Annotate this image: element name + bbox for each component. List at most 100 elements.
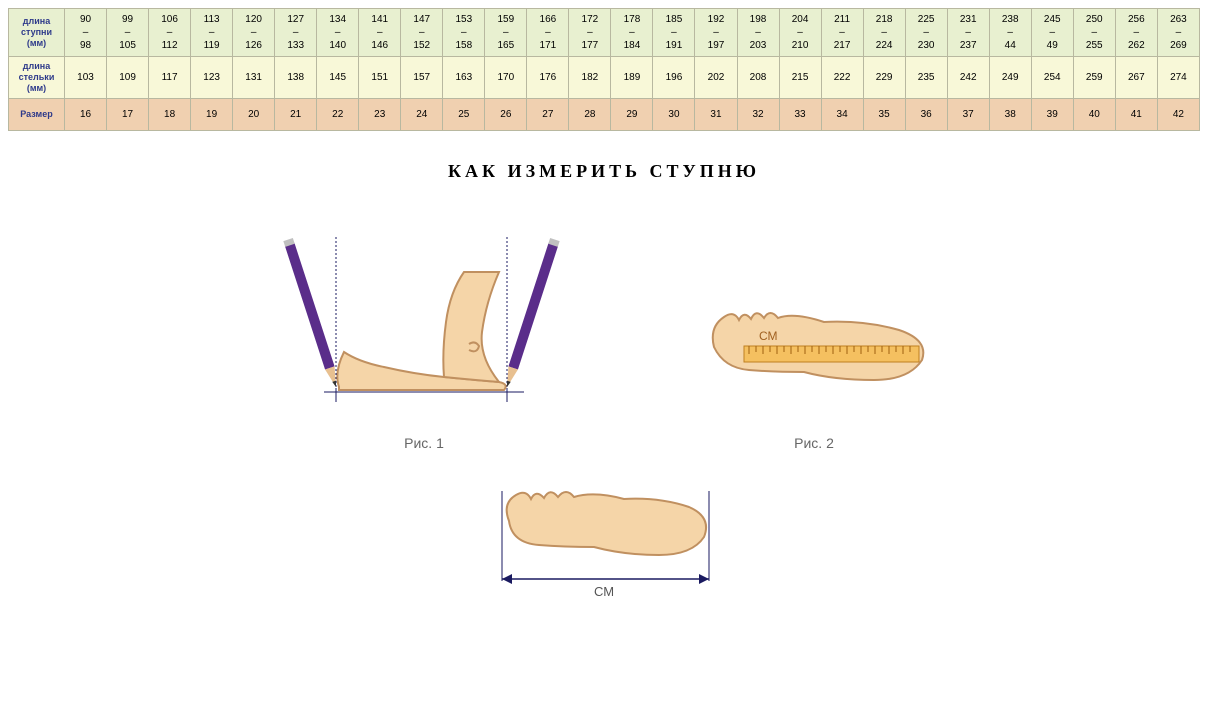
range-to: 126 — [245, 40, 262, 51]
range-from: 120 — [245, 14, 262, 25]
figure-1-svg — [264, 202, 584, 422]
foot-length-cell: 250–255 — [1073, 9, 1115, 57]
size-cell: 42 — [1157, 99, 1199, 131]
size-cell: 41 — [1115, 99, 1157, 131]
insole-length-cell: 123 — [191, 57, 233, 99]
range-dash: – — [697, 26, 734, 39]
range-dash: – — [277, 26, 314, 39]
foot-length-cell: 134–140 — [317, 9, 359, 57]
foot-length-cell: 147–152 — [401, 9, 443, 57]
range-dash: – — [908, 26, 945, 39]
insole-length-cell: 274 — [1157, 57, 1199, 99]
foot-length-cell: 127–133 — [275, 9, 317, 57]
insole-length-cell: 182 — [569, 57, 611, 99]
range-from: 166 — [540, 14, 557, 25]
size-cell: 33 — [779, 99, 821, 131]
range-dash: – — [445, 26, 482, 39]
range-to: 146 — [371, 40, 388, 51]
foot-length-cell: 238–44 — [989, 9, 1031, 57]
cm-label-fig3: СМ — [594, 584, 614, 599]
insole-length-cell: 145 — [317, 57, 359, 99]
figure-2: СМ Рис. 2 — [684, 272, 944, 451]
range-from: 204 — [792, 14, 809, 25]
range-dash: – — [403, 26, 440, 39]
size-cell: 17 — [107, 99, 149, 131]
row-insole-length: длина стельки (мм) 103109117123131138145… — [9, 57, 1200, 99]
range-from: 90 — [80, 14, 91, 25]
foot-length-cell: 120–126 — [233, 9, 275, 57]
size-cell: 22 — [317, 99, 359, 131]
range-from: 172 — [582, 14, 599, 25]
header-insole-length: длина стельки (мм) — [9, 57, 65, 99]
insole-length-cell: 176 — [527, 57, 569, 99]
range-dash: – — [1160, 26, 1197, 39]
figure-1: Рис. 1 — [264, 202, 584, 451]
insole-length-cell: 208 — [737, 57, 779, 99]
foot-length-cell: 204–210 — [779, 9, 821, 57]
size-cell: 25 — [443, 99, 485, 131]
insole-length-cell: 259 — [1073, 57, 1115, 99]
foot-length-cell: 218–224 — [863, 9, 905, 57]
range-from: 99 — [122, 14, 133, 25]
range-to: 133 — [287, 40, 304, 51]
foot-length-cell: 211–217 — [821, 9, 863, 57]
range-from: 218 — [876, 14, 893, 25]
range-to: 152 — [413, 40, 430, 51]
insole-length-cell: 235 — [905, 57, 947, 99]
foot-length-cell: 99–105 — [107, 9, 149, 57]
range-to: 105 — [119, 40, 136, 51]
header-foot-length: длина ступни (мм) — [9, 9, 65, 57]
size-cell: 29 — [611, 99, 653, 131]
range-to: 224 — [876, 40, 893, 51]
foot-length-cell: 245–49 — [1031, 9, 1073, 57]
foot-length-cell: 178–184 — [611, 9, 653, 57]
range-dash: – — [824, 26, 861, 39]
range-to: 177 — [582, 40, 599, 51]
range-from: 153 — [455, 14, 472, 25]
size-cell: 39 — [1031, 99, 1073, 131]
range-to: 158 — [455, 40, 472, 51]
size-cell: 18 — [149, 99, 191, 131]
range-from: 211 — [834, 14, 850, 25]
range-from: 256 — [1128, 14, 1145, 25]
header-size: Размер — [9, 99, 65, 131]
range-to: 217 — [834, 40, 851, 51]
size-cell: 37 — [947, 99, 989, 131]
range-dash: – — [151, 26, 188, 39]
size-cell: 28 — [569, 99, 611, 131]
size-cell: 36 — [905, 99, 947, 131]
size-cell: 26 — [485, 99, 527, 131]
insole-length-cell: 254 — [1031, 57, 1073, 99]
range-to: 112 — [162, 40, 178, 51]
size-cell: 32 — [737, 99, 779, 131]
range-from: 127 — [287, 14, 304, 25]
size-cell: 27 — [527, 99, 569, 131]
foot-length-cell: 106–112 — [149, 9, 191, 57]
range-to: 184 — [624, 40, 641, 51]
size-cell: 40 — [1073, 99, 1115, 131]
range-to: 191 — [666, 40, 683, 51]
insole-length-cell: 131 — [233, 57, 275, 99]
range-to: 49 — [1047, 40, 1058, 51]
range-dash: – — [950, 26, 987, 39]
insole-length-cell: 196 — [653, 57, 695, 99]
range-to: 262 — [1128, 40, 1145, 51]
foot-length-cell: 192–197 — [695, 9, 737, 57]
size-cell: 19 — [191, 99, 233, 131]
range-to: 197 — [708, 40, 725, 51]
foot-length-cell: 263–269 — [1157, 9, 1199, 57]
range-dash: – — [1118, 26, 1155, 39]
foot-length-cell: 90–98 — [65, 9, 107, 57]
figure-1-caption: Рис. 1 — [264, 435, 584, 451]
range-dash: – — [529, 26, 566, 39]
foot-length-cell: 159–165 — [485, 9, 527, 57]
range-from: 113 — [204, 14, 220, 25]
insole-length-cell: 170 — [485, 57, 527, 99]
foot-length-cell: 166–171 — [527, 9, 569, 57]
range-from: 225 — [918, 14, 935, 25]
range-dash: – — [992, 26, 1029, 39]
insole-length-cell: 202 — [695, 57, 737, 99]
range-to: 230 — [918, 40, 935, 51]
foot-length-cell: 141–146 — [359, 9, 401, 57]
range-to: 210 — [792, 40, 809, 51]
